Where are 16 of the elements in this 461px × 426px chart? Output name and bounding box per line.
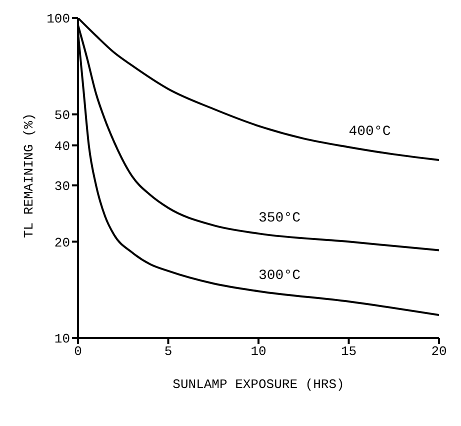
series-label: 350°C [258, 210, 301, 227]
series-label: 400°C [348, 124, 391, 140]
y-tick-label: 30 [54, 178, 70, 194]
x-tick-label: 15 [340, 344, 357, 360]
y-tick-label: 40 [54, 138, 70, 154]
x-tick-label: 10 [250, 344, 266, 360]
x-axis-title: SUNLAMP EXPOSURE (HRS) [172, 377, 344, 392]
x-tick-label: 5 [164, 344, 172, 360]
y-axis-title: TL REMAINING (%) [22, 113, 37, 238]
series-label: 300°C [258, 268, 301, 284]
x-tick-label: 0 [74, 344, 82, 360]
y-tick-label: 100 [46, 12, 70, 27]
y-tick-label: 10 [54, 332, 70, 347]
x-tick-label: 20 [431, 344, 447, 360]
y-tick-label: 50 [54, 108, 70, 123]
y-tick-label: 20 [54, 235, 70, 250]
